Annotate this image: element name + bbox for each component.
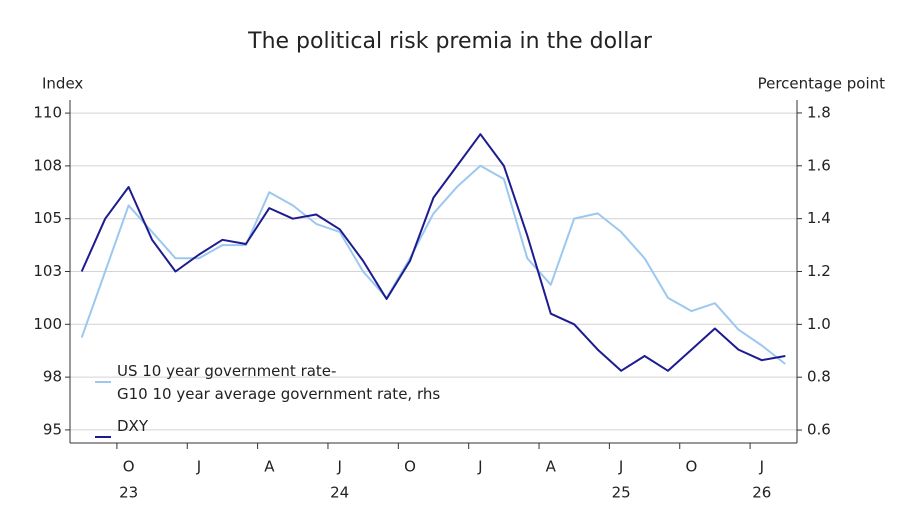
x-tick-label: J: [196, 458, 201, 476]
x-tick-label: O: [686, 458, 698, 476]
x-year-label: 25: [612, 484, 631, 502]
y2-axis-title: Percentage point: [758, 75, 886, 93]
y-tick-label: 98: [43, 368, 62, 386]
x-year-label: 24: [330, 484, 349, 502]
x-tick-label: J: [618, 458, 623, 476]
series-line: [80, 164, 786, 365]
x-tick-label: A: [264, 458, 275, 476]
y2-tick-label: 1.6: [807, 156, 831, 174]
x-tick-label: A: [546, 458, 557, 476]
y2-tick-label: 1.0: [807, 315, 831, 333]
y-tick-label: 105: [33, 209, 62, 227]
y2-tick-label: 1.2: [807, 262, 831, 280]
x-tick-label: J: [759, 458, 764, 476]
y2-tick-label: 0.8: [807, 368, 831, 386]
y2-tick-label: 0.6: [807, 421, 831, 439]
legend-label: US 10 year government rate- G10 10 year …: [117, 362, 441, 403]
series-line: [80, 133, 786, 372]
y2-tick-label: 1.4: [807, 209, 831, 227]
y-tick-label: 110: [33, 104, 62, 122]
x-year-label: 26: [752, 484, 771, 502]
x-year-label: 23: [119, 484, 138, 502]
legend-label: DXY: [117, 417, 148, 435]
x-tick-label: O: [123, 458, 135, 476]
y-axis-title: Index: [42, 75, 83, 93]
x-tick-label: O: [404, 458, 416, 476]
y-tick-label: 108: [33, 156, 62, 174]
y-tick-label: 100: [33, 315, 62, 333]
x-tick-label: J: [477, 458, 482, 476]
y2-tick-label: 1.8: [807, 103, 831, 121]
y-tick-label: 95: [43, 420, 62, 438]
x-tick-label: J: [336, 458, 341, 476]
y-tick-label: 103: [33, 262, 62, 280]
chart-title: The political risk premia in the dollar: [247, 29, 653, 54]
